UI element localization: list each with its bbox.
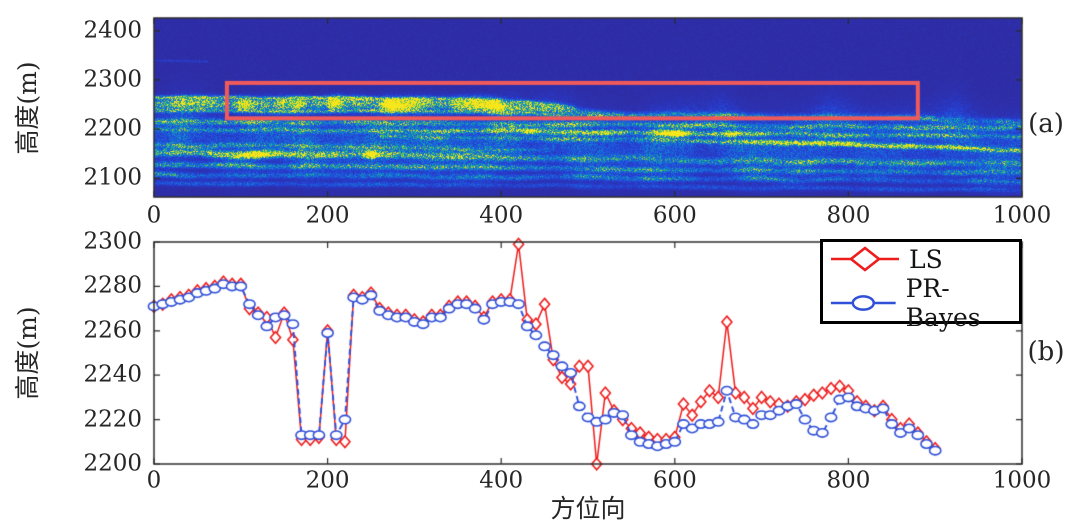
a-xtick-label-400: 400 [479,202,524,229]
legend-row-ls: LS [829,244,1019,274]
legend-row-pr-bayes: PR-Bayes [829,274,1019,332]
legend-label-pr-bayes: PR-Bayes [905,274,981,332]
b-ytick-label-2200: 2200 [83,450,142,477]
legend-box: LS PR-Bayes [820,239,1022,332]
b-xtick-label-0: 0 [146,467,162,494]
pr-circle-marker-icon [851,295,875,311]
a-xtick-label-0: 0 [146,202,162,229]
subplot-b-ylabel: 高度(m) [13,306,42,400]
a-xtick-label-600: 600 [652,202,697,229]
subplot-a-annotation: (a) [1028,109,1064,139]
subplot-b-annotation: (b) [1027,337,1065,367]
b-xtick-label-400: 400 [479,467,524,494]
b-ytick-label-2260: 2260 [83,317,142,344]
b-ytick-label-2300: 2300 [83,228,142,255]
a-ytick-label-2300: 2300 [83,66,142,93]
b-xtick-label-800: 800 [826,467,871,494]
subplot-b-xlabel: 方位向 [550,494,626,523]
a-ytick-label-2400: 2400 [83,17,142,44]
a-ytick-label-2200: 2200 [83,115,142,142]
a-xtick-label-800: 800 [826,202,871,229]
subplot-a-ylabel: 高度(m) [13,61,42,155]
b-ytick-label-2220: 2220 [83,406,142,433]
a-xtick-label-200: 200 [305,202,350,229]
b-ytick-label-2240: 2240 [83,361,142,388]
legend-label-ls: LS [909,244,943,274]
b-xtick-label-600: 600 [652,467,697,494]
ls-diamond-marker-icon [848,246,882,272]
b-xtick-label-200: 200 [305,467,350,494]
pr-line-sample [830,295,896,311]
ls-line-sample [831,246,899,272]
a-xtick-label-1000: 1000 [992,202,1052,229]
b-ytick-label-2280: 2280 [83,272,142,299]
b-xtick-label-1000: 1000 [992,467,1052,494]
a-ytick-label-2100: 2100 [83,164,142,191]
